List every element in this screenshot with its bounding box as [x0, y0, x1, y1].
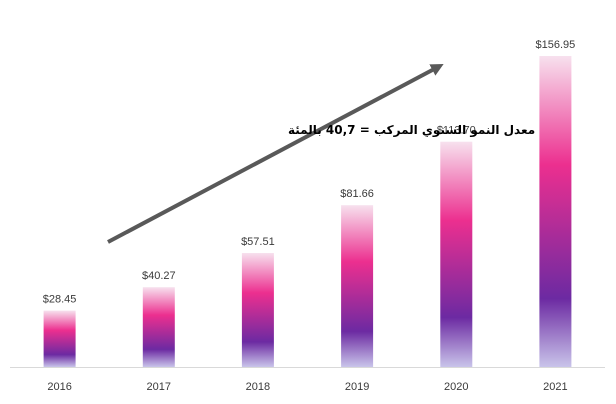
- x-tick-2016: 2016: [47, 381, 71, 393]
- growth-arrow-icon: [107, 64, 444, 244]
- bar-2016: [43, 310, 76, 367]
- value-label-2019: $81.66: [340, 188, 374, 200]
- x-tick-2021: 2021: [543, 381, 567, 393]
- x-tick-2020: 2020: [444, 381, 468, 393]
- value-label-2020: $113.70: [437, 125, 476, 137]
- bar-2018: [241, 253, 274, 367]
- x-tick-2017: 2017: [147, 381, 171, 393]
- bar-2021: [539, 56, 572, 367]
- value-label-2017: $40.27: [142, 270, 176, 282]
- bar-2019: [341, 205, 374, 367]
- value-label-2016: $28.45: [43, 294, 77, 306]
- value-labels-group: $28.45 $40.27 $57.51 $81.66 $113.70 $156.95: [43, 39, 576, 306]
- x-tick-labels-group: 2016 2017 2018 2019 2020 2021: [47, 381, 567, 393]
- value-label-2018: $57.51: [241, 236, 275, 248]
- value-label-2021: $156.95: [536, 39, 576, 51]
- cagr-annotation: معدل النمو السنوي المركب = 40,7 بالمئة: [288, 123, 535, 138]
- bar-2020: [440, 141, 473, 367]
- bars-group: [43, 56, 572, 367]
- x-tick-2019: 2019: [345, 381, 369, 393]
- x-tick-2018: 2018: [246, 381, 270, 393]
- bar-2017: [142, 287, 175, 367]
